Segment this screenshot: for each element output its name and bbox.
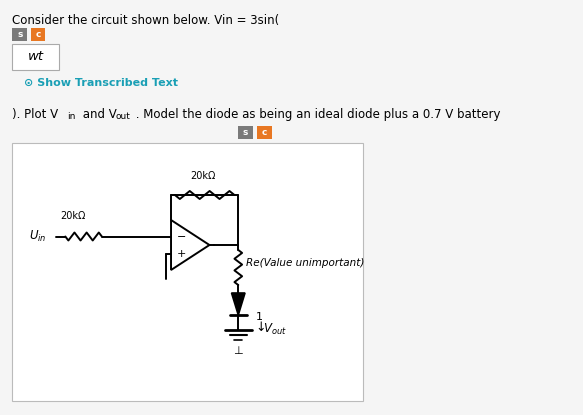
Text: s: s (17, 30, 22, 39)
Text: out: out (115, 112, 130, 121)
Text: −: − (177, 232, 186, 242)
FancyBboxPatch shape (258, 126, 272, 139)
Text: in: in (67, 112, 76, 121)
Text: wt: wt (27, 51, 44, 63)
Text: +: + (177, 249, 186, 259)
Text: Re(Value unimportant): Re(Value unimportant) (246, 257, 364, 268)
FancyBboxPatch shape (12, 143, 363, 401)
Text: ⊥: ⊥ (233, 346, 243, 356)
Text: s: s (243, 128, 248, 137)
Text: 1: 1 (255, 312, 262, 322)
Text: $U_{in}$: $U_{in}$ (29, 229, 47, 244)
FancyBboxPatch shape (238, 126, 252, 139)
Text: $V_{out}$: $V_{out}$ (264, 322, 287, 337)
Text: Consider the circuit shown below. Vin = 3sin(: Consider the circuit shown below. Vin = … (12, 14, 280, 27)
Text: c: c (35, 30, 41, 39)
FancyBboxPatch shape (31, 28, 45, 41)
FancyBboxPatch shape (12, 28, 27, 41)
Text: ↓: ↓ (255, 320, 266, 334)
Text: ). Plot V: ). Plot V (12, 108, 59, 121)
Text: . Model the diode as being an ideal diode plus a 0.7 V battery: . Model the diode as being an ideal diod… (132, 108, 500, 121)
Text: ⊙ Show Transcribed Text: ⊙ Show Transcribed Text (24, 78, 178, 88)
Text: and V: and V (79, 108, 117, 121)
Polygon shape (231, 293, 245, 315)
Text: 20kΩ: 20kΩ (61, 210, 86, 220)
Text: 20kΩ: 20kΩ (190, 171, 216, 181)
Text: c: c (262, 128, 268, 137)
FancyBboxPatch shape (12, 44, 59, 70)
